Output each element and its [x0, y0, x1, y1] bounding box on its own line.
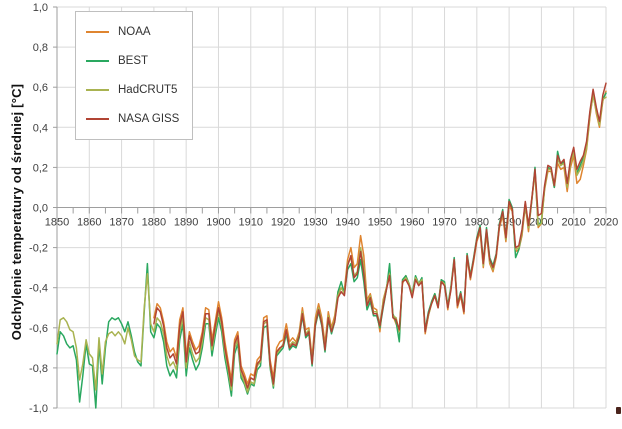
y-tick-label: 0,6	[33, 82, 48, 94]
legend: NOAA BEST HadCRUT5 NASA GISS	[75, 11, 193, 140]
legend-item-noaa: NOAA	[86, 26, 192, 38]
best-line-swatch	[86, 60, 109, 63]
x-tick-label: 1910	[239, 217, 263, 229]
x-tick-label: 2020	[594, 217, 618, 229]
x-tick-label: 1860	[77, 217, 101, 229]
stray-mark	[616, 407, 621, 414]
hadcrut5-line-swatch	[86, 88, 109, 91]
y-tick-label: 0,2	[33, 162, 48, 174]
x-tick-label: 1930	[303, 217, 327, 229]
y-tick-label: -0,2	[29, 243, 48, 255]
x-tick-label: 1890	[174, 217, 198, 229]
x-tick-label: 1870	[109, 217, 133, 229]
y-tick-label: -0,4	[29, 283, 48, 295]
x-tick-label: 1900	[206, 217, 230, 229]
x-tick-label: 2010	[561, 217, 585, 229]
y-tick-label: -0,6	[29, 323, 48, 335]
y-tick-label: 1,0	[33, 2, 48, 14]
y-tick-label: -1,0	[29, 403, 48, 415]
x-tick-label: 1920	[271, 217, 295, 229]
y-axis-title: Odchylenie temperatury od średniej [°C]	[9, 83, 24, 341]
legend-label-noaa: NOAA	[118, 26, 151, 39]
legend-item-nasa-giss: NASA GISS	[86, 113, 192, 125]
legend-item-hadcrut5: HadCRUT5	[86, 84, 192, 96]
x-tick-label: 1850	[45, 217, 69, 229]
y-tick-label: 0,4	[33, 122, 48, 134]
nasa-giss-line-swatch	[86, 117, 109, 120]
y-tick-label: 0,0	[33, 203, 48, 215]
legend-label-hadcrut5: HadCRUT5	[118, 83, 178, 96]
x-tick-label: 1950	[368, 217, 392, 229]
series-line-nasa-giss	[153, 82, 607, 389]
x-tick-label: 1980	[465, 217, 489, 229]
y-tick-label: -0,8	[29, 363, 48, 375]
x-tick-label: 1970	[432, 217, 456, 229]
legend-label-nasa-giss: NASA GISS	[118, 112, 180, 125]
x-tick-label: 1880	[142, 217, 166, 229]
noaa-line-swatch	[86, 31, 109, 34]
x-tick-label: 1960	[400, 217, 424, 229]
y-tick-label: 0,8	[33, 42, 48, 54]
legend-label-best: BEST	[118, 55, 149, 68]
x-tick-label: 1940	[335, 217, 359, 229]
legend-item-best: BEST	[86, 55, 192, 67]
